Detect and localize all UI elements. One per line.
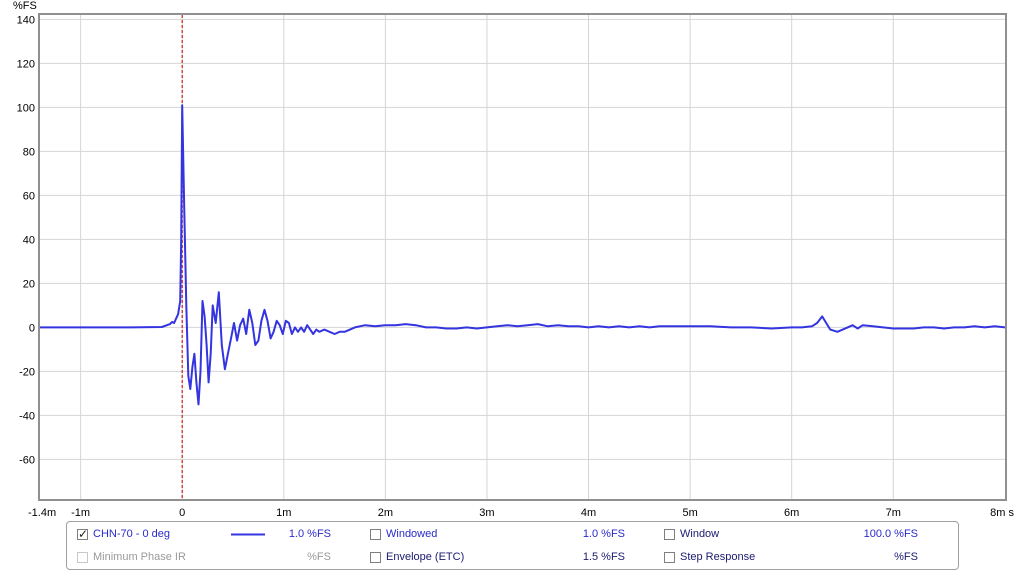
x-tick-label: 4m: [581, 507, 596, 519]
y-tick-label: 100: [17, 102, 35, 114]
y-tick-label: -40: [19, 410, 35, 422]
impulse-response-chart: %FS 140 120 100 80 60 40 20 0 -20 -40 -60 -1.4m -1m…: [13, 0, 1014, 519]
x-tick-label: -1.4m: [28, 507, 56, 519]
x-tick-label: 5m: [682, 507, 697, 519]
minimum-phase-label: Minimum Phase IR: [93, 551, 186, 563]
envelope-checkbox[interactable]: [370, 552, 381, 563]
series-name: CHN-70 - 0 deg: [93, 528, 171, 540]
series-line-swatch: [231, 533, 265, 536]
series-visible-checkbox[interactable]: ✓: [77, 527, 89, 541]
step-response-label: Step Response: [680, 551, 756, 563]
y-tick-label: 120: [17, 58, 35, 70]
minimum-phase-scale: %FS: [307, 551, 331, 563]
x-tick-label: 1m: [276, 507, 291, 519]
windowed-checkbox[interactable]: [370, 529, 381, 540]
envelope-label: Envelope (ETC): [386, 551, 465, 563]
step-response-checkbox[interactable]: [664, 552, 675, 563]
y-tick-label: 40: [23, 234, 35, 246]
y-tick-label: -60: [19, 454, 35, 466]
minimum-phase-checkbox[interactable]: [77, 552, 88, 563]
y-axis: 140 120 100 80 60 40 20 0 -20 -40 -60: [17, 14, 35, 466]
legend-panel: ✓ CHN-70 - 0 deg 1.0 %FS Windowed 1.0 %F…: [66, 521, 959, 570]
x-tick-label: 3m: [479, 507, 494, 519]
series-scale: 1.0 %FS: [288, 528, 331, 540]
x-tick-label: 2m: [378, 507, 393, 519]
window-checkbox[interactable]: [664, 529, 675, 540]
check-mark-icon: ✓: [78, 527, 89, 541]
y-tick-label: 80: [23, 146, 35, 158]
windowed-scale: 1.0 %FS: [582, 528, 625, 540]
x-tick-label: 6m: [784, 507, 799, 519]
y-tick-label: 20: [23, 278, 35, 290]
windowed-label: Windowed: [386, 528, 438, 540]
step-response-scale: %FS: [894, 551, 918, 563]
series-layer: [40, 104, 1006, 406]
y-tick-label: 140: [17, 14, 35, 26]
x-axis: -1.4m -1m 0 1m 2m 3m 4m 5m 6m 7m 8m s: [28, 507, 1014, 519]
plot-frame: [38, 13, 1007, 501]
y-tick-label: 0: [29, 322, 35, 334]
y-axis-unit-label: %FS: [13, 0, 37, 12]
x-tick-label: 7m: [886, 507, 901, 519]
window-label: Window: [680, 528, 720, 540]
y-tick-label: 60: [23, 190, 35, 202]
envelope-scale: 1.5 %FS: [582, 551, 625, 563]
x-tick-label: 0: [179, 507, 185, 519]
x-tick-label: -1m: [71, 507, 90, 519]
x-tick-label: 8m s: [990, 507, 1014, 519]
y-tick-label: -20: [19, 366, 35, 378]
series-line: [40, 104, 1006, 406]
window-scale: 100.0 %FS: [863, 528, 918, 540]
